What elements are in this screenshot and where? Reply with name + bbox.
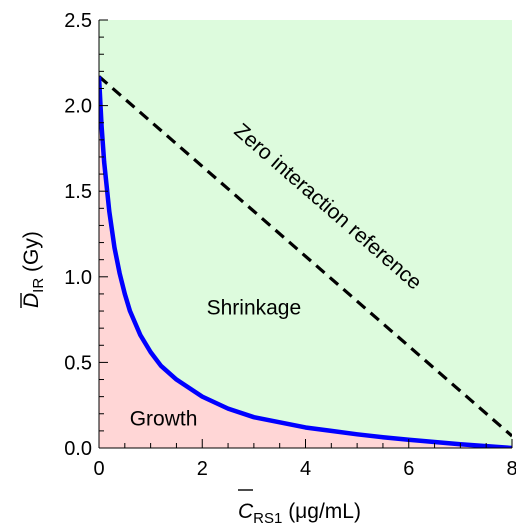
y-axis-label: DIR (Gy): [20, 231, 47, 308]
x-axis-label-unit: (μg/mL): [282, 500, 361, 523]
x-axis-label: CRS1 (μg/mL): [238, 489, 361, 527]
y-axis-label-unit: (Gy): [20, 231, 43, 278]
svg-text:CRS1 (μg/mL): CRS1 (μg/mL): [238, 500, 361, 527]
x-tick-label: 0: [93, 458, 104, 480]
x-axis-label-sub: RS1: [253, 510, 282, 527]
shrinkage-label: Shrinkage: [207, 296, 302, 319]
plot-area: [99, 20, 512, 448]
y-tick-label: 0.5: [64, 352, 92, 374]
y-tick-label: 1.5: [64, 181, 92, 203]
x-tick-label: 2: [197, 458, 208, 480]
y-tick-label: 1.0: [64, 267, 92, 289]
y-axis-label-sub: IR: [30, 278, 47, 293]
y-tick-label: 2.0: [64, 96, 92, 118]
y-tick-label: 2.5: [64, 10, 92, 32]
y-ticks: 0.0 0.5 1.0 1.5 2.0 2.5: [64, 10, 108, 460]
zero-interaction-reference-line: [99, 75, 512, 438]
x-tick-label: 4: [300, 458, 311, 480]
svg-text:DIR (Gy): DIR (Gy): [20, 231, 47, 308]
x-axis-label-main: C: [238, 500, 254, 523]
x-tick-label: 6: [403, 458, 414, 480]
y-axis-label-main: D: [20, 293, 43, 308]
growth-label: Growth: [130, 408, 198, 431]
x-tick-label: 8: [506, 458, 516, 480]
y-tick-label: 0.0: [64, 438, 92, 460]
x-ticks: 0 2 4 6 8: [93, 439, 516, 480]
growth-region: [99, 76, 512, 448]
